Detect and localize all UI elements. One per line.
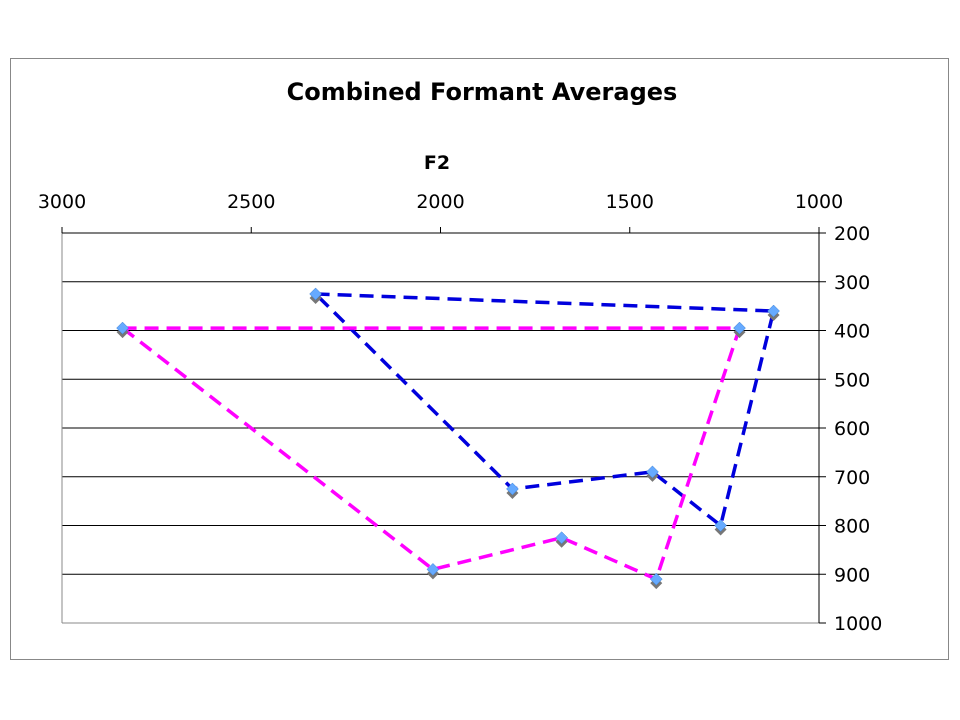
y-tick-label: 700 <box>834 467 870 489</box>
series-1-point <box>309 287 322 301</box>
y-tick-label: 200 <box>834 223 870 245</box>
series-2-line <box>121 326 742 581</box>
y-tick-label: 1000 <box>834 613 882 635</box>
series-1-line <box>314 292 776 528</box>
series-2-point <box>733 321 746 335</box>
series-2-point <box>555 531 568 545</box>
series-2-point <box>116 321 129 335</box>
chart-frame: Combined Formant Averages F2 3000 2500 200… <box>10 58 949 660</box>
y-tick-label: 300 <box>834 272 870 294</box>
x-axis-label: F2 <box>424 152 450 174</box>
x-tick-label: 2500 <box>227 191 275 213</box>
series-1-point <box>767 304 780 318</box>
chart-title: Combined Formant Averages <box>287 78 678 106</box>
series-2-point <box>426 563 440 576</box>
y-tick-label: 800 <box>834 516 870 538</box>
plot-layer: 3000 2500 2000 1500 1000 200 300 400 500 600 700 80… <box>38 191 883 635</box>
series-1-point <box>714 519 727 532</box>
x-tick-label: 3000 <box>38 191 86 213</box>
y-tick-label: 400 <box>834 321 870 343</box>
x-tick-label: 1000 <box>795 191 843 213</box>
y-tick-label: 900 <box>834 564 870 586</box>
chart-svg: Combined Formant Averages F2 3000 2500 200… <box>38 78 883 635</box>
y-tick-label: 600 <box>834 418 870 440</box>
y-tick-label: 500 <box>834 369 870 391</box>
series-1-point <box>646 465 659 479</box>
series-2-point <box>649 572 663 586</box>
series-1-point <box>506 482 519 496</box>
x-tick-label: 2000 <box>416 191 464 213</box>
x-tick-label: 1500 <box>606 191 654 213</box>
